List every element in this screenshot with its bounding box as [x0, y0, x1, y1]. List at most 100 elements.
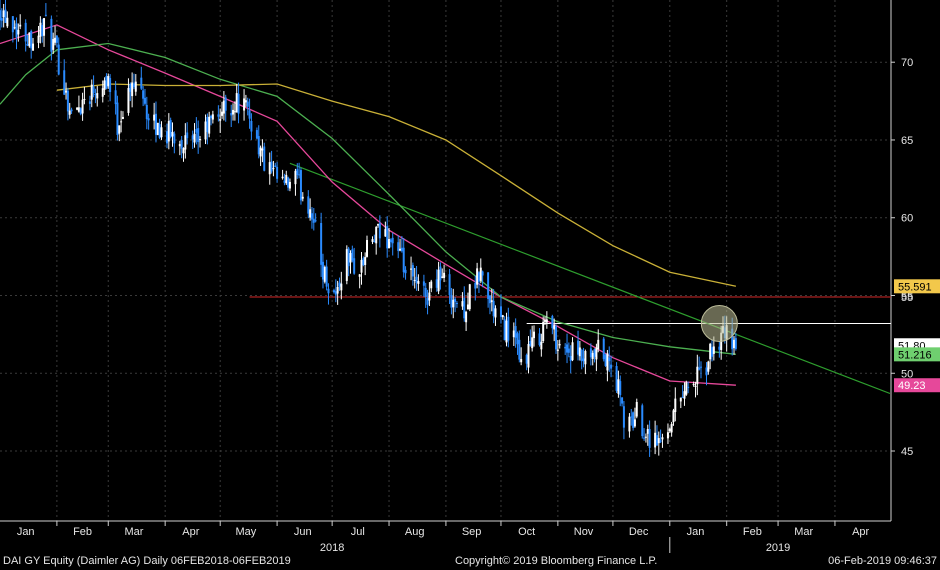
candle-body [63, 70, 66, 95]
value-label: 51.216 [894, 347, 940, 362]
candle-body [402, 247, 405, 273]
highlight-circle [700, 304, 738, 342]
candle-body [50, 18, 53, 52]
candle-body [88, 101, 91, 104]
candle-body [353, 258, 356, 274]
candle-body [666, 432, 669, 439]
candle-body [476, 268, 479, 285]
candle-body [657, 438, 660, 444]
candle-body [643, 437, 646, 439]
candle-body [167, 121, 170, 142]
x-tick-label: Feb [73, 526, 92, 538]
candle-body [437, 269, 440, 292]
candle-body [389, 239, 392, 243]
candle-body [668, 428, 671, 432]
candle-body [114, 90, 117, 105]
candle-body [134, 81, 137, 92]
candle-body [248, 110, 251, 119]
y-tick-label: 55 [901, 290, 913, 302]
candle-body [52, 39, 55, 50]
candle-body [391, 237, 394, 244]
candle-body [360, 259, 363, 273]
candle-body [597, 339, 600, 350]
candle-body [0, 10, 1, 21]
candle-body [644, 436, 647, 438]
candle-body [555, 326, 558, 350]
y-tick-label: 45 [901, 446, 913, 458]
candle-body [193, 133, 196, 143]
candle-body [153, 114, 156, 121]
x-tick-label: Sep [462, 526, 482, 538]
candle-body [197, 128, 200, 143]
candle-body [204, 121, 207, 140]
candle-body [435, 279, 438, 288]
candle-body [655, 435, 658, 446]
candle-body [712, 346, 715, 354]
x-tick-label: Mar [124, 526, 143, 538]
candle-body [208, 116, 211, 134]
candle-body [68, 110, 71, 115]
candle-body [545, 319, 548, 323]
candle-body [237, 93, 240, 114]
candle-body [109, 77, 112, 93]
x-tick-label: Oct [518, 526, 535, 538]
candle-body [283, 180, 286, 183]
candle-body [630, 416, 633, 418]
candle-body [520, 359, 523, 363]
candle-body [364, 257, 367, 265]
candle-body [366, 240, 369, 257]
candle-body [439, 266, 442, 281]
chart-canvas: 45 50 55 60 65 70 Jan Feb Mar Apr May Jun Jul Aug Sep O… [0, 0, 940, 554]
candle-body [105, 75, 108, 89]
candle-body [503, 319, 506, 341]
candle-body [608, 357, 611, 362]
x-tick-label: Jun [294, 526, 312, 538]
candle-body [4, 9, 7, 23]
candle-body [711, 347, 713, 357]
candle-body [518, 339, 521, 360]
candle-body [733, 339, 736, 349]
candle-body [632, 412, 635, 428]
candle-body [580, 349, 583, 362]
candle-body [615, 365, 618, 391]
candle-body [11, 16, 14, 33]
candle-body [468, 284, 471, 310]
x-tick-label: Feb [743, 526, 762, 538]
candle-body [118, 125, 121, 134]
candle-body [327, 288, 330, 294]
x-tick-label: Dec [629, 526, 649, 538]
candle-body [274, 165, 277, 167]
value-label-bg [894, 279, 940, 294]
candle-body [314, 220, 317, 222]
candle-body [160, 127, 163, 138]
candle-body [325, 266, 328, 287]
candle-body [566, 344, 569, 353]
candle-body [320, 223, 323, 265]
candle-body [94, 94, 97, 96]
x-year-label: 2018 [320, 542, 344, 553]
candle-body [481, 271, 484, 276]
candle-body [397, 242, 400, 251]
candle-body [422, 281, 425, 286]
value-label: 49.23 [894, 378, 940, 393]
candle-body [450, 295, 453, 308]
candle-body [255, 130, 258, 139]
candle-body [76, 107, 79, 110]
candle-body [121, 116, 124, 119]
candle-body [538, 333, 541, 346]
candle-body [474, 282, 477, 289]
candle-body [332, 290, 335, 293]
candle-body [154, 113, 157, 135]
candle-body [294, 170, 297, 185]
candle-body [358, 274, 361, 277]
candle-body [340, 283, 343, 291]
candle-body [6, 17, 9, 27]
candle-body [533, 331, 535, 339]
candle-body [158, 124, 161, 138]
candle-body [103, 80, 106, 90]
level-label: 55 [901, 292, 913, 304]
candle-body [257, 136, 260, 155]
candle-body [404, 269, 407, 274]
candle-body [43, 18, 46, 36]
